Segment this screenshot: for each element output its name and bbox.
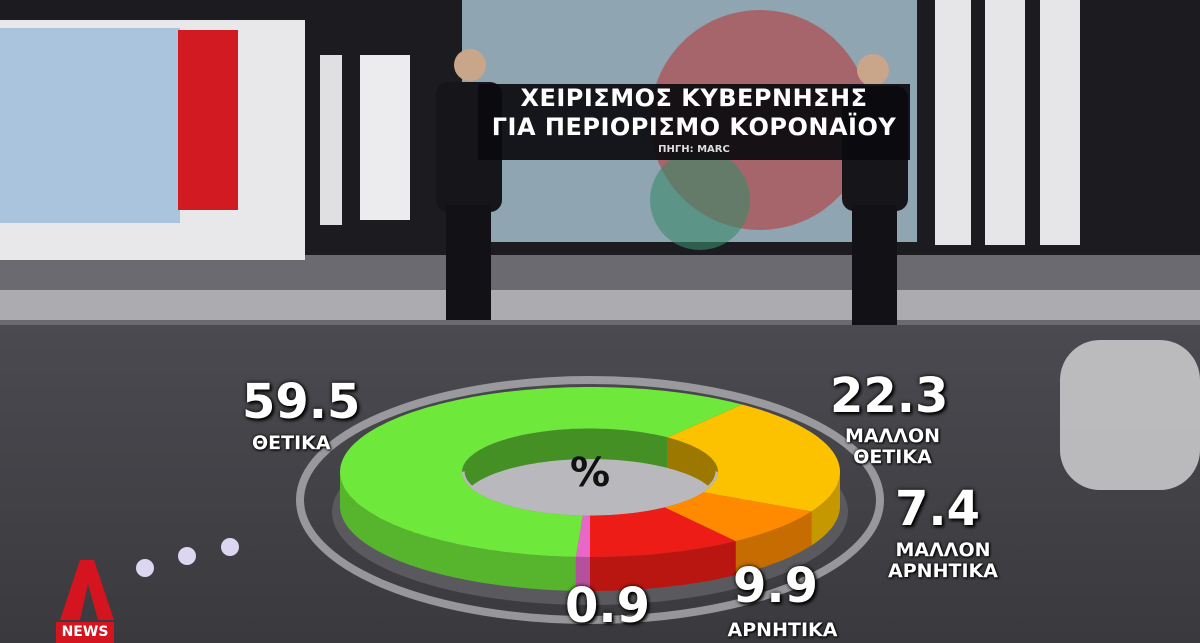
label-positive: ΘΕΤΙΚΑ [252,432,331,454]
label-rather-negative-line2: ΑΡΝΗΤΙΚΑ [888,560,998,582]
value-no-answer: 0.9 [565,578,651,634]
alpha-logo-icon [60,560,114,620]
slice-side-1 [340,472,576,591]
value-rather-positive: 22.3 [830,368,949,424]
slice-inner-wall-1 [462,428,668,503]
label-rather-positive: ΜΑΛΛΟΝ ΘΕΤΙΚΑ [830,426,955,468]
label-rather-positive-line2: ΘΕΤΙΚΑ [853,446,932,468]
value-negative: 9.9 [733,558,819,614]
slice-0 [575,515,590,557]
label-rather-negative-line1: ΜΑΛΛΟΝ [895,539,991,561]
slice-side-0 [575,556,590,591]
slice-side-2 [811,472,840,546]
label-rather-negative: ΜΑΛΛΟΝ ΑΡΝΗΤΙΚΑ [868,540,1018,582]
headline-line1: ΧΕΙΡΙΣΜΟΣ ΚΥΒΕΡΝΗΣΗΣ [520,84,868,112]
slice-1 [340,387,742,557]
slice-4 [590,507,736,557]
value-rather-negative: 7.4 [895,481,981,537]
headline-line2: ΓΙΑ ΠΕΡΙΟΡΙΣΜΟ ΚΟΡΟΝΑΪΟΥ [491,113,897,141]
slice-inner-wall-2 [667,437,718,503]
label-negative: ΑΡΝΗΤΙΚΑ [727,619,838,641]
logo-news-label: NEWS [56,622,114,643]
slice-side-3 [735,511,812,576]
slice-2 [667,404,840,512]
center-percent-label: % [570,450,610,496]
slice-3 [664,492,812,542]
value-positive: 59.5 [242,374,361,430]
source-label: ΠΗΓΗ: MARC [658,144,730,155]
label-rather-positive-line1: ΜΑΛΛΟΝ [844,425,941,447]
headline-banner: ΧΕΙΡΙΣΜΟΣ ΚΥΒΕΡΝΗΣΗΣ ΓΙΑ ΠΕΡΙΟΡΙΣΜΟ ΚΟΡΟ… [478,84,910,160]
alpha-news-logo: NEWS [52,556,118,643]
slice-side-4 [590,541,736,591]
